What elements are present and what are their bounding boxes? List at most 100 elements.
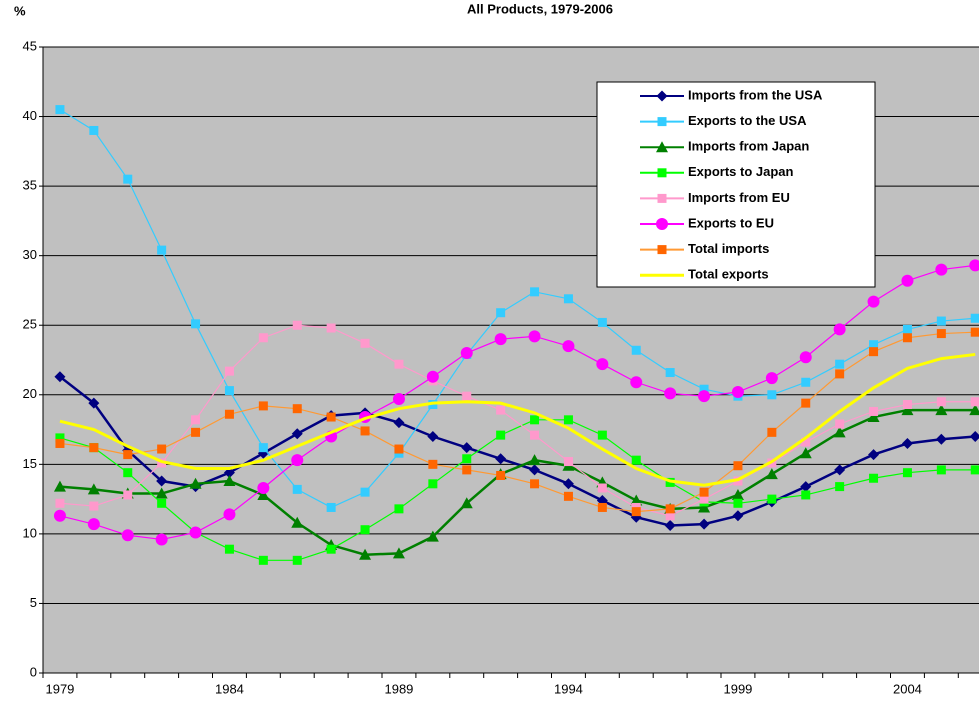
marker	[191, 427, 201, 437]
marker	[901, 274, 914, 287]
marker	[970, 397, 979, 407]
marker	[360, 487, 370, 497]
marker	[392, 547, 405, 559]
marker	[530, 430, 540, 440]
series-line	[59, 375, 976, 527]
marker	[970, 465, 979, 475]
marker	[189, 526, 202, 539]
x-tick-label: 1999	[723, 681, 752, 696]
marker	[87, 483, 100, 495]
marker	[121, 529, 134, 542]
marker	[970, 327, 979, 337]
marker	[733, 461, 743, 471]
marker	[257, 481, 270, 494]
marker	[462, 465, 472, 475]
marker	[55, 498, 65, 508]
y-tick-label: 25	[23, 317, 37, 332]
marker	[392, 392, 405, 405]
marker	[123, 490, 133, 500]
marker	[258, 333, 268, 343]
marker	[224, 409, 234, 419]
y-tick-label: 10	[23, 525, 37, 540]
marker	[157, 444, 167, 454]
marker	[291, 428, 303, 440]
marker	[223, 508, 236, 521]
marker	[563, 491, 573, 501]
marker	[631, 507, 641, 517]
marker	[326, 544, 336, 554]
marker	[394, 444, 404, 454]
marker	[833, 426, 846, 438]
y-axis-label: %	[14, 3, 26, 18]
marker	[597, 317, 607, 327]
marker	[765, 372, 778, 385]
marker	[88, 397, 100, 409]
marker	[833, 323, 846, 336]
marker	[462, 454, 472, 464]
marker	[801, 490, 811, 500]
marker	[326, 502, 336, 512]
y-tick-label: 20	[23, 386, 37, 401]
marker	[799, 447, 812, 459]
marker	[834, 464, 846, 476]
marker	[462, 391, 472, 401]
marker	[596, 358, 609, 371]
marker	[699, 487, 709, 497]
x-tick-label: 1989	[384, 681, 413, 696]
marker	[189, 477, 202, 489]
marker	[224, 544, 234, 554]
legend-label: Imports from EU	[688, 190, 790, 205]
marker	[292, 555, 302, 565]
marker	[664, 387, 677, 400]
marker	[732, 510, 744, 522]
marker	[528, 330, 541, 343]
marker	[157, 498, 167, 508]
marker	[699, 384, 709, 394]
marker	[155, 533, 168, 546]
marker	[731, 385, 744, 398]
marker	[87, 518, 100, 531]
marker	[935, 404, 948, 416]
marker	[428, 459, 438, 469]
marker	[801, 437, 811, 447]
marker	[54, 371, 66, 383]
marker	[258, 401, 268, 411]
marker	[360, 525, 370, 535]
legend-label: Exports to Japan	[688, 164, 794, 179]
marker	[733, 498, 743, 508]
marker	[969, 404, 979, 416]
marker	[528, 454, 541, 466]
marker	[835, 359, 845, 369]
marker	[89, 501, 99, 511]
marker	[664, 520, 676, 532]
marker	[496, 308, 506, 318]
marker	[656, 218, 668, 230]
y-tick-label: 30	[23, 247, 37, 262]
marker	[563, 294, 573, 304]
marker	[530, 479, 540, 489]
legend-label: Imports from Japan	[688, 139, 809, 154]
marker	[902, 468, 912, 478]
marker	[868, 449, 880, 461]
series-line	[59, 352, 976, 487]
marker	[631, 455, 641, 465]
legend-label: Exports to the USA	[688, 113, 807, 128]
series-line	[59, 419, 976, 561]
marker	[835, 482, 845, 492]
marker	[801, 377, 811, 387]
marker	[765, 468, 778, 480]
marker	[257, 488, 270, 500]
marker	[869, 347, 879, 357]
series-line	[59, 331, 976, 513]
marker	[258, 555, 268, 565]
marker	[428, 479, 438, 489]
legend-label: Imports from the USA	[688, 87, 823, 102]
marker	[291, 516, 304, 528]
marker	[156, 475, 168, 487]
marker	[89, 125, 99, 135]
marker	[699, 494, 709, 504]
marker	[656, 90, 668, 102]
marker	[461, 442, 473, 454]
marker	[969, 431, 979, 443]
marker	[665, 504, 675, 514]
